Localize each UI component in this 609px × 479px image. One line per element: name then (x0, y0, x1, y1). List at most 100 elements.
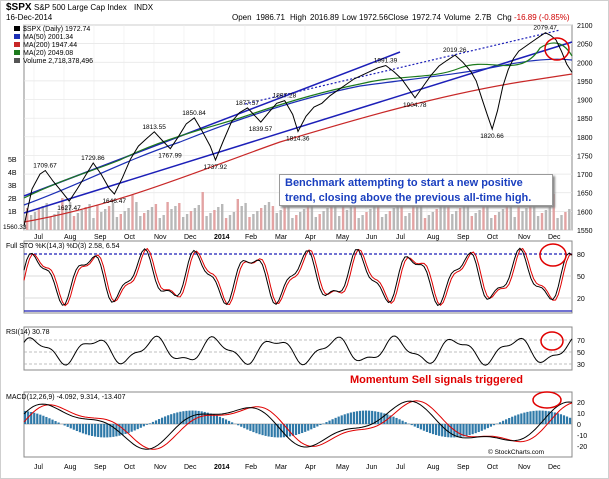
macd-histogram-bar (103, 424, 106, 438)
exchange-label: INDX (134, 3, 154, 12)
volume-bar (197, 205, 200, 230)
volume-bar (314, 217, 317, 230)
macd-histogram-bar (97, 424, 100, 438)
price-tick-label: 1650 (577, 191, 593, 198)
macd-histogram-bar (63, 424, 66, 426)
price-point-label: 1820.66 (480, 133, 504, 140)
volume-bar (423, 218, 427, 230)
x-tick-label: Nov (518, 464, 531, 471)
x-tick-label: Oct (124, 464, 135, 471)
ticker-symbol: $SPX (6, 2, 32, 13)
macd-histogram-bar (550, 411, 553, 424)
macd-histogram-bar (282, 424, 285, 438)
sto-label: Full STO %K(14,3) %D(3) 2.58, 6.54 (6, 243, 120, 250)
macd-histogram-bar (301, 424, 304, 434)
macd-histogram-bar (30, 412, 33, 424)
volume-bar (458, 208, 462, 230)
high-value: 2016.89 (310, 13, 339, 22)
macd-histogram-bar (401, 420, 404, 424)
macd-histogram-bar (340, 415, 343, 424)
volume-bar (548, 207, 551, 230)
x-tick-label: May (336, 234, 350, 241)
volume-bar (232, 212, 236, 230)
copyright-text: © StockCharts.com (488, 448, 544, 456)
macd-histogram-bar (200, 411, 203, 424)
chart-date: 16-Dec-2014 (6, 13, 53, 22)
macd-histogram-bar (133, 424, 136, 431)
stochastic-panel: Full STO %K(14,3) %D(3) 2.58, 6.54 80 50… (6, 240, 585, 314)
volume-bar (162, 215, 165, 230)
macd-histogram-bar (121, 424, 124, 435)
volume-bar (419, 204, 423, 230)
volume-bar (213, 210, 216, 230)
macd-label: MACD(12,26,9) -4.092, 9.314, -13.407 (6, 394, 126, 401)
legend-swatch (14, 58, 20, 63)
macd-histogram-bar (304, 424, 307, 432)
macd-histogram-bar (392, 416, 395, 424)
macd-histogram-bar (501, 420, 505, 424)
macd-histogram-bar (261, 424, 264, 436)
macd-histogram-bar (428, 424, 432, 434)
macd-histogram-bar (243, 424, 246, 429)
x-tick-label: Apr (305, 464, 317, 471)
channel-dotted-line (244, 29, 561, 105)
macd-histogram-bar (431, 424, 435, 435)
sto-tick-20: 20 (577, 296, 585, 303)
volume-bar (88, 204, 91, 230)
low-label: Low (342, 13, 357, 22)
volume-bar (224, 218, 228, 230)
volume-bar (310, 203, 314, 230)
legend-entry: MA(200) 1947.44 (23, 42, 77, 49)
macd-histogram-bar (511, 416, 514, 424)
volume-bar (236, 199, 239, 230)
macd-histogram-bar (492, 424, 496, 426)
macd-tick-0: 0 (577, 422, 581, 429)
volume-bar (474, 213, 477, 230)
volume-bar (119, 214, 122, 230)
volume-bar (455, 211, 458, 230)
volume-bar (244, 203, 247, 230)
volume-bar (529, 205, 532, 230)
x-tick-label: Aug (64, 464, 77, 471)
macd-histogram-bar (294, 424, 298, 435)
macd-histogram-bar (435, 424, 438, 436)
volume-bar (291, 218, 294, 230)
macd-histogram-bar (231, 422, 234, 424)
volume-bar (279, 210, 282, 230)
macd-histogram-bar (252, 424, 255, 433)
x-tick-label: Feb (245, 234, 257, 241)
volume-bar (287, 204, 290, 230)
macd-histogram-bar (444, 424, 447, 437)
volume-bar (146, 210, 150, 230)
volume-bar (201, 192, 204, 230)
volume-bar (365, 212, 368, 230)
open-value: 1986.71 (256, 13, 285, 22)
price-point-label: 1560.33 (3, 224, 27, 231)
macd-histogram-bar (136, 424, 139, 430)
macd-histogram-bar (556, 413, 559, 424)
macd-tick-10: 10 (577, 411, 585, 418)
rsi-label: RSI(14) 30.78 (6, 329, 50, 336)
price-tick-label: 2050 (577, 42, 593, 49)
macd-histogram-bar (468, 424, 471, 436)
price-highlight-circle (544, 37, 570, 61)
volume-bar (154, 204, 158, 230)
price-point-label: 1991.39 (374, 57, 398, 64)
volume-bar (556, 218, 559, 230)
volume-bar (318, 214, 321, 230)
macd-histogram-bar (72, 424, 75, 430)
sto-tick-50: 50 (577, 274, 585, 281)
x-tick-label: Dec (548, 234, 561, 241)
x-tick-label: Jul (34, 234, 43, 241)
rsi-panel-border (23, 326, 573, 371)
volume-bar (501, 209, 505, 230)
x-tick-label: Feb (245, 464, 257, 471)
macd-histogram-bar (389, 415, 392, 424)
price-tick-label: 2100 (577, 23, 593, 30)
macd-histogram-bar (48, 418, 51, 424)
x-tick-label: Aug (64, 234, 77, 241)
macd-histogram-bar (118, 424, 121, 436)
macd-histogram-bar (109, 424, 112, 438)
macd-histogram-bar (237, 424, 240, 426)
